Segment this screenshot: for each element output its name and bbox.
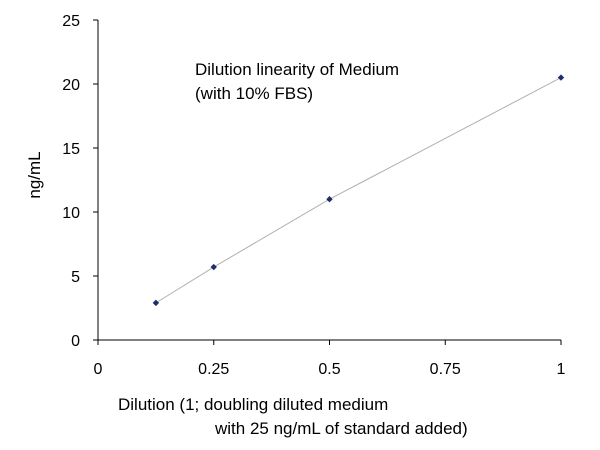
data-points xyxy=(152,74,565,307)
annotation-line-2: (with 10% FBS) xyxy=(195,84,313,103)
trendline-group xyxy=(155,77,562,304)
y-tick-label: 25 xyxy=(62,13,80,30)
x-axis-title-line-2: with 25 ng/mL of standard added) xyxy=(214,419,468,438)
trendline xyxy=(155,77,562,304)
y-axis-title: ng/mL xyxy=(25,151,44,198)
annotation-line-1: Dilution linearity of Medium xyxy=(195,60,399,79)
x-tick-label: 0.25 xyxy=(198,361,229,378)
x-tick-label: 0.5 xyxy=(318,361,340,378)
y-tick-label: 10 xyxy=(62,205,80,222)
data-point xyxy=(210,263,217,271)
data-point xyxy=(557,74,565,81)
y-tick-label: 20 xyxy=(62,77,80,94)
axes: 0 5 10 15 20 25 0 0.25 0.5 0.75 1 xyxy=(62,13,565,378)
data-point xyxy=(152,299,160,307)
x-tick-label: 0 xyxy=(94,361,103,378)
data-point xyxy=(326,196,333,203)
y-tick-label: 15 xyxy=(62,141,80,158)
y-tick-label: 5 xyxy=(71,269,80,286)
y-tick-label: 0 xyxy=(71,333,80,350)
x-axis-title-line-1: Dilution (1; doubling diluted medium xyxy=(118,395,388,414)
x-tick-label: 1 xyxy=(557,361,566,378)
x-tick-label: 0.75 xyxy=(430,361,461,378)
